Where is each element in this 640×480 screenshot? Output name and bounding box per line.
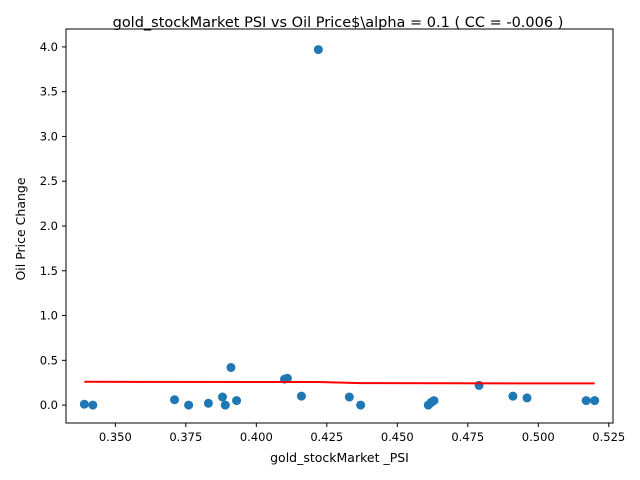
x-axis: 0.350 0.375 0.400 0.425 0.450 0.475 0.500 0.525 bbox=[99, 423, 625, 444]
x-tick-label: 0.400 bbox=[240, 430, 273, 444]
scatter-point bbox=[508, 391, 518, 401]
x-tick-label: 0.350 bbox=[99, 430, 132, 444]
y-tick-label: 3.5 bbox=[40, 85, 58, 99]
scatter-point bbox=[474, 380, 484, 390]
scatter-point bbox=[282, 373, 292, 383]
scatter-point bbox=[296, 391, 306, 401]
scatter-point bbox=[88, 400, 98, 410]
y-axis-label: Oil Price Change bbox=[13, 177, 28, 280]
y-tick-label: 1.0 bbox=[40, 309, 58, 323]
y-tick-label: 0.5 bbox=[40, 353, 58, 367]
chart-title: gold_stockMarket PSI vs Oil Price$\alpha… bbox=[113, 15, 564, 31]
scatter-point bbox=[79, 399, 89, 409]
scatter-point bbox=[429, 396, 439, 406]
plot-area bbox=[79, 45, 600, 410]
scatter-point bbox=[581, 396, 591, 406]
scatter-point bbox=[356, 400, 366, 410]
scatter-point bbox=[232, 396, 242, 406]
x-tick-label: 0.500 bbox=[522, 430, 555, 444]
y-tick-label: 4.0 bbox=[40, 40, 58, 54]
scatter-point bbox=[313, 45, 323, 55]
scatter-point bbox=[590, 396, 600, 406]
scatter-point bbox=[220, 400, 230, 410]
scatter-point bbox=[184, 400, 194, 410]
y-tick-label: 2.0 bbox=[40, 219, 58, 233]
y-tick-label: 3.0 bbox=[40, 129, 58, 143]
scatter-point bbox=[203, 398, 213, 408]
y-axis: 0.0 0.5 1.0 1.5 2.0 2.5 3.0 3.5 4.0 bbox=[40, 40, 66, 412]
x-axis-label: gold_stockMarket _PSI bbox=[270, 450, 409, 465]
x-tick-label: 0.450 bbox=[381, 430, 414, 444]
x-tick-label: 0.375 bbox=[169, 430, 202, 444]
y-tick-label: 1.5 bbox=[40, 264, 58, 278]
y-tick-label: 2.5 bbox=[40, 174, 58, 188]
scatter-point bbox=[344, 392, 354, 402]
fit-line bbox=[84, 380, 595, 385]
scatter-point bbox=[217, 392, 227, 402]
plot-frame bbox=[65, 28, 614, 424]
x-tick-label: 0.425 bbox=[310, 430, 343, 444]
scatter-point bbox=[522, 393, 532, 403]
x-tick-label: 0.475 bbox=[451, 430, 484, 444]
x-tick-label: 0.525 bbox=[592, 430, 625, 444]
scatter-point bbox=[170, 395, 180, 405]
scatter-point bbox=[226, 362, 236, 372]
y-tick-label: 0.0 bbox=[40, 398, 58, 412]
